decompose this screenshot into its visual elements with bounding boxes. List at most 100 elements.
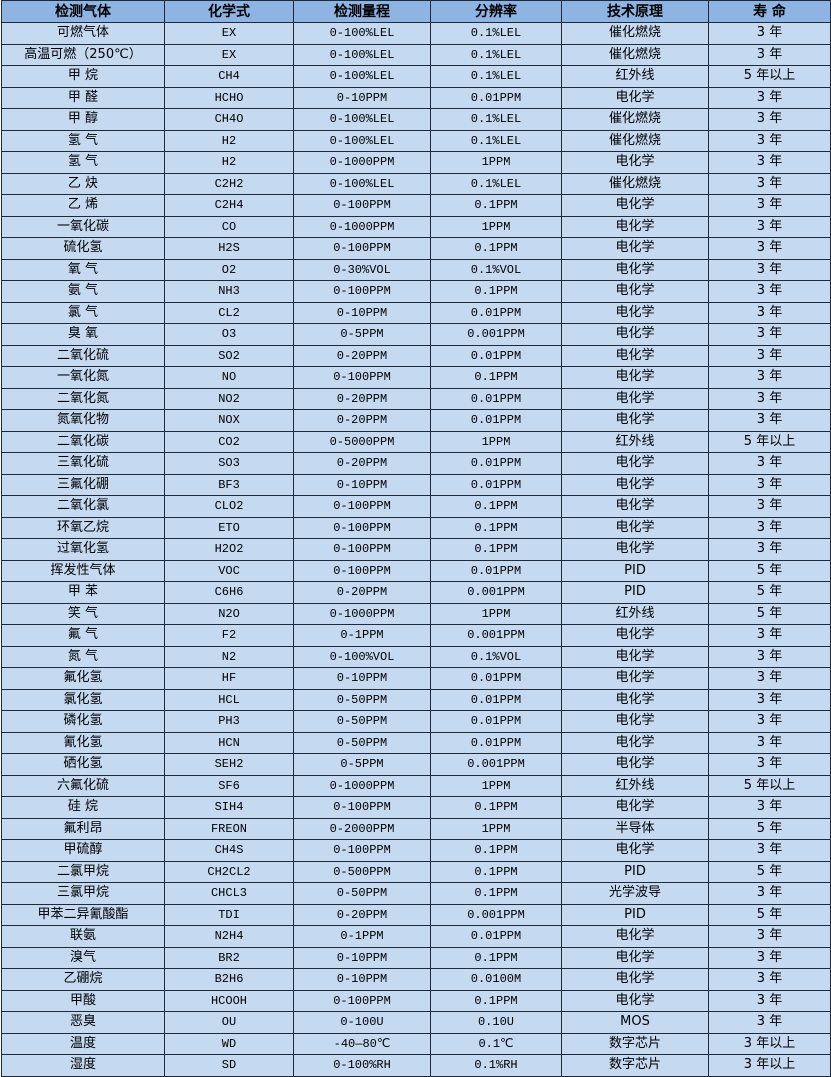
gas-name-cell: 溴气 [1,946,165,969]
range-cell: 0-1PPM [293,624,431,647]
resolution-cell: 0.01PPM [430,559,562,582]
gas-name-cell: 恶臭 [1,1011,165,1034]
table-row: 一氧化碳 CO 0-1000PPM 1PPM 电化学 3 年 [1,215,831,238]
table-row: 甲 醛 HCHO 0-10PPM 0.01PPM 电化学 3 年 [1,86,831,109]
formula-cell: NH3 [164,280,294,303]
lifespan-cell: 3 年 [708,409,831,432]
principle-cell: 电化学 [561,796,709,819]
lifespan-cell: 3 年 [708,839,831,862]
gas-name-cell: 一氧化氮 [1,366,165,389]
table-row: 六氟化硫 SF6 0-1000PPM 1PPM 红外线 5 年以上 [1,774,831,797]
gas-name-cell: 乙 烯 [1,194,165,217]
table-row: 氢 气 H2 0-1000PPM 1PPM 电化学 3 年 [1,151,831,174]
resolution-cell: 0.01PPM [430,710,562,733]
principle-cell: 红外线 [561,602,709,625]
range-cell: 0-100%LEL [293,43,431,66]
gas-name-cell: 三氟化硼 [1,473,165,496]
resolution-cell: 0.01PPM [430,667,562,690]
principle-cell: 数字芯片 [561,1032,709,1055]
range-cell: 0-100%LEL [293,172,431,195]
resolution-cell: 0.01PPM [430,344,562,367]
table-row: 笑 气 N2O 0-1000PPM 1PPM 红外线 5 年 [1,602,831,625]
resolution-cell: 0.1%LEL [430,22,562,45]
resolution-cell: 0.1%VOL [430,645,562,668]
lifespan-cell: 5 年 [708,559,831,582]
range-cell: 0-100PPM [293,538,431,561]
principle-cell: 电化学 [561,344,709,367]
lifespan-cell: 3 年 [708,538,831,561]
lifespan-cell: 5 年 [708,602,831,625]
lifespan-cell: 5 年 [708,581,831,604]
lifespan-cell: 3 年 [708,968,831,991]
range-cell: 0-50PPM [293,882,431,905]
principle-cell: PID [561,903,709,926]
principle-cell: 电化学 [561,387,709,410]
table-row: 氮 气 N2 0-100%VOL 0.1%VOL 电化学 3 年 [1,645,831,668]
resolution-cell: 0.1PPM [430,366,562,389]
formula-cell: CH4 [164,65,294,88]
table-row: 二氧化硫 SO2 0-20PPM 0.01PPM 电化学 3 年 [1,344,831,367]
table-row: 乙 烯 C2H4 0-100PPM 0.1PPM 电化学 3 年 [1,194,831,217]
range-cell: 0-100PPM [293,796,431,819]
formula-cell: CH4S [164,839,294,862]
table-row: 可燃气体 EX 0-100%LEL 0.1%LEL 催化燃烧 3 年 [1,22,831,45]
header-row: 检测气体 化学式 检测量程 分辨率 技术原理 寿 命 [1,0,831,23]
range-cell: 0-100%LEL [293,22,431,45]
formula-cell: C6H6 [164,581,294,604]
resolution-cell: 1PPM [430,817,562,840]
gas-name-cell: 氟利昂 [1,817,165,840]
table-row: 一氧化氮 NO 0-100PPM 0.1PPM 电化学 3 年 [1,366,831,389]
range-cell: 0-10PPM [293,667,431,690]
lifespan-cell: 3 年 [708,667,831,690]
principle-cell: 电化学 [561,839,709,862]
lifespan-cell: 3 年 [708,882,831,905]
range-cell: 0-20PPM [293,581,431,604]
principle-cell: 电化学 [561,452,709,475]
table-row: 氯化氢 HCL 0-50PPM 0.01PPM 电化学 3 年 [1,688,831,711]
table-row: 二氧化氮 NO2 0-20PPM 0.01PPM 电化学 3 年 [1,387,831,410]
formula-cell: N2H4 [164,925,294,948]
formula-cell: HCL [164,688,294,711]
principle-cell: 催化燃烧 [561,43,709,66]
resolution-cell: 0.1PPM [430,860,562,883]
table-row: 硅 烷 SIH4 0-100PPM 0.1PPM 电化学 3 年 [1,796,831,819]
formula-cell: H2 [164,151,294,174]
table-row: 二氯甲烷 CH2CL2 0-500PPM 0.1PPM PID 5 年 [1,860,831,883]
gas-name-cell: 温度 [1,1032,165,1055]
principle-cell: 电化学 [561,946,709,969]
gas-name-cell: 高温可燃（250℃） [1,43,165,66]
lifespan-cell: 5 年 [708,817,831,840]
range-cell: 0-10PPM [293,86,431,109]
lifespan-cell: 3 年 [708,946,831,969]
formula-cell: EX [164,22,294,45]
resolution-cell: 1PPM [430,151,562,174]
range-cell: 0-50PPM [293,731,431,754]
lifespan-cell: 5 年以上 [708,65,831,88]
table-row: 氯 气 CL2 0-10PPM 0.01PPM 电化学 3 年 [1,301,831,324]
formula-cell: H2O2 [164,538,294,561]
range-cell: 0-100PPM [293,237,431,260]
range-cell: 0-50PPM [293,688,431,711]
resolution-cell: 0.1%LEL [430,172,562,195]
principle-cell: 电化学 [561,688,709,711]
table-row: 甲 苯 C6H6 0-20PPM 0.001PPM PID 5 年 [1,581,831,604]
table-row: 磷化氢 PH3 0-50PPM 0.01PPM 电化学 3 年 [1,710,831,733]
range-cell: 0-100%RH [293,1054,431,1077]
formula-cell: BF3 [164,473,294,496]
table-row: 甲 醇 CH4O 0-100%LEL 0.1%LEL 催化燃烧 3 年 [1,108,831,131]
lifespan-cell: 3 年 [708,344,831,367]
lifespan-cell: 5 年 [708,903,831,926]
table-row: 氰化氢 HCN 0-50PPM 0.01PPM 电化学 3 年 [1,731,831,754]
gas-name-cell: 磷化氢 [1,710,165,733]
range-cell: 0-30%VOL [293,258,431,281]
lifespan-cell: 3 年 [708,215,831,238]
range-cell: 0-20PPM [293,409,431,432]
principle-cell: 光学波导 [561,882,709,905]
lifespan-cell: 3 年 [708,473,831,496]
resolution-cell: 0.01PPM [430,301,562,324]
gas-name-cell: 六氟化硫 [1,774,165,797]
gas-name-cell: 二氯甲烷 [1,860,165,883]
resolution-cell: 0.1PPM [430,237,562,260]
range-cell: 0-20PPM [293,903,431,926]
resolution-cell: 0.01PPM [430,473,562,496]
